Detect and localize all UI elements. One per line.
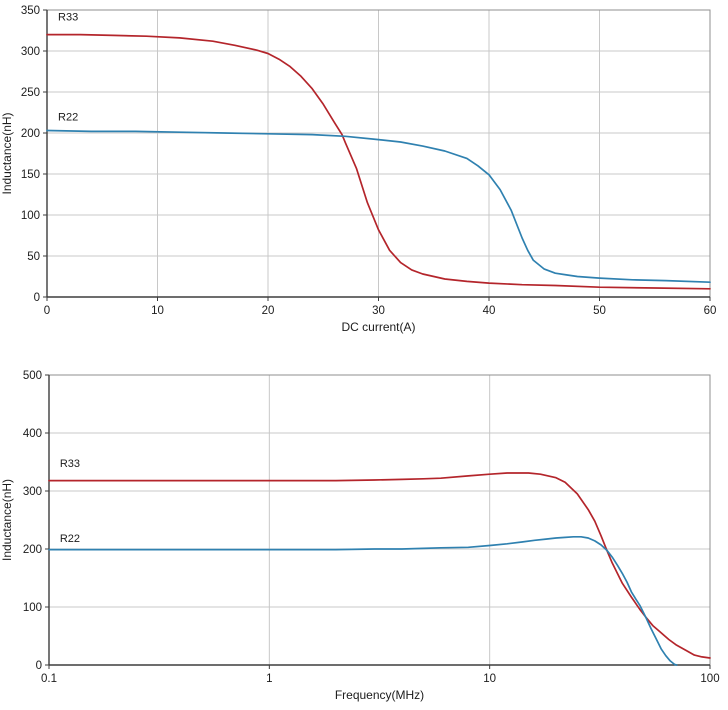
x-tick-label: 10 [483, 673, 496, 685]
x-tick-label: 1 [266, 673, 272, 685]
x-tick-label: 60 [704, 305, 717, 317]
series-curve-r33 [46, 33, 711, 290]
y-axis-title: Inductance(nH) [0, 479, 14, 561]
frequency-chart: 0.1 1 10 100 0 100 200 300 400 500 Frequency(MHz) I… [0, 355, 728, 710]
series-label-r33: R33 [60, 458, 80, 470]
y-tick-label: 0 [36, 660, 42, 672]
series-label-r22: R22 [58, 112, 78, 124]
x-tick-label: 50 [593, 305, 606, 317]
y-tick-label: 200 [23, 544, 42, 556]
x-tick-label: 30 [372, 305, 385, 317]
x-tick-label: 10 [151, 305, 164, 317]
dc-bias-chart: 0 10 20 30 40 50 60 0 50 100 150 200 250 300 350 DC cur… [0, 0, 728, 353]
series-curve-r22 [46, 129, 711, 284]
y-tick-label: 50 [27, 251, 40, 263]
y-tick-label: 0 [34, 292, 40, 304]
x-tick-label: 100 [700, 673, 719, 685]
y-tick-label: 250 [21, 87, 40, 99]
series-curve-r22 [48, 535, 678, 666]
series-label-r22: R22 [60, 533, 80, 545]
y-tick-label: 100 [23, 602, 42, 614]
series-label-r33: R33 [58, 12, 78, 24]
y-tick-label: 300 [21, 46, 40, 58]
y-tick-label: 300 [23, 486, 42, 498]
series-curve-r33 [48, 472, 711, 659]
y-tick-label: 500 [23, 370, 42, 382]
y-tick-label: 200 [21, 128, 40, 140]
x-axis-title: Frequency(MHz) [335, 688, 424, 702]
y-tick-label: 350 [21, 5, 40, 17]
x-tick-label: 0.1 [41, 673, 57, 685]
plot-border [48, 374, 711, 666]
x-tick-label: 40 [483, 305, 496, 317]
y-tick-label: 100 [21, 210, 40, 222]
x-tick-label: 20 [262, 305, 275, 317]
y-axis-title: Inductance(nH) [0, 112, 14, 194]
dc-bias-plot: 0 10 20 30 40 50 60 0 50 100 150 200 250 300 350 DC cur… [0, 5, 717, 334]
x-axis-title: DC current(A) [341, 320, 415, 334]
x-tick-label: 0 [44, 305, 50, 317]
y-tick-label: 150 [21, 169, 40, 181]
y-tick-label: 400 [23, 428, 42, 440]
frequency-plot: 0.1 1 10 100 0 100 200 300 400 500 Frequency(MHz) I… [0, 370, 720, 702]
